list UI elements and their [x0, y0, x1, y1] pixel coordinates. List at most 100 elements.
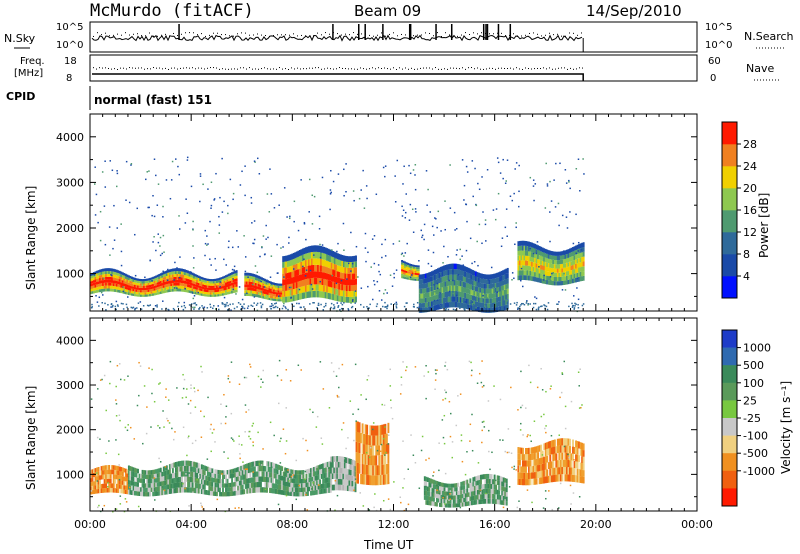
power-cell [225, 275, 227, 278]
power-cell [408, 271, 411, 274]
velocity-cell [168, 488, 171, 494]
power-cell [311, 245, 313, 253]
power-cell [355, 261, 357, 268]
power-ground-speckle [382, 305, 384, 308]
power-cell [481, 283, 483, 289]
power-cell [538, 268, 541, 274]
velocity-cell [208, 467, 211, 473]
velocity-cell [96, 467, 98, 472]
power-cell [309, 252, 312, 259]
velocity-cell [170, 483, 173, 489]
cpid-label: CPID [6, 90, 35, 103]
velocity-cell [457, 490, 460, 495]
power-cell [459, 286, 462, 292]
power-cell [141, 290, 144, 293]
velocity-cell [114, 474, 117, 480]
power-cell [138, 287, 141, 291]
power-speckle [163, 251, 165, 253]
power-cell [179, 268, 182, 272]
velocity-cell [285, 490, 288, 496]
power-cell [450, 296, 453, 302]
power-cell [401, 271, 404, 274]
power-speckle [204, 242, 207, 245]
power-cell [446, 280, 449, 287]
power-cell [488, 279, 491, 285]
power-ground-speckle [339, 308, 341, 311]
power-cell [528, 261, 530, 266]
power-speckle [239, 184, 242, 186]
velocity-cell [493, 484, 496, 490]
power-cell [173, 268, 176, 272]
power-cell [341, 266, 344, 273]
power-cell [222, 278, 224, 282]
power-cell [458, 280, 461, 286]
power-cell [97, 286, 100, 290]
power-ytick-label: 3000 [56, 176, 84, 189]
power-speckle [179, 228, 181, 230]
velocity-cell [355, 431, 358, 442]
power-speckle [263, 286, 266, 288]
velocity-cell [249, 477, 252, 483]
power-cell [576, 258, 579, 264]
power-speckle [192, 297, 195, 300]
velocity-cell [102, 474, 105, 480]
power-cell [541, 278, 544, 284]
power-cell [289, 272, 292, 279]
power-cell [253, 293, 256, 297]
power-ground-speckle [557, 303, 559, 305]
power-cell [505, 304, 508, 310]
nave-dot [96, 68, 97, 70]
power-ground-speckle [229, 303, 231, 306]
power-speckle [319, 243, 321, 246]
power-speckle [253, 242, 255, 245]
power-ground-speckle [534, 302, 537, 305]
power-cell [268, 283, 271, 286]
power-ground-speckle [303, 306, 305, 308]
noise-search-dot [557, 33, 558, 35]
power-cell [153, 285, 156, 289]
power-cell [273, 296, 276, 299]
velocity-cell [232, 491, 235, 496]
power-cell [120, 290, 123, 294]
power-speckle [297, 229, 300, 232]
power-speckle [145, 178, 147, 181]
power-cell [99, 269, 102, 273]
power-cell [135, 280, 138, 283]
power-cell [176, 271, 179, 274]
velocity-cell [461, 502, 464, 507]
power-ground-speckle [114, 305, 117, 308]
velocity-cell [246, 473, 249, 479]
power-speckle [300, 179, 302, 181]
velocity-cell [353, 470, 355, 477]
power-cell [470, 289, 473, 295]
power-cell [555, 255, 558, 261]
velocity-cell [135, 477, 138, 483]
velocity-cell [473, 486, 476, 491]
velocity-cell [323, 483, 326, 489]
velocity-cell [168, 484, 171, 489]
velocity-cell [120, 480, 123, 485]
power-cell [301, 261, 304, 268]
power-speckle [408, 219, 411, 221]
power-cell [178, 268, 180, 272]
power-cell [138, 283, 141, 286]
power-cell [323, 285, 326, 292]
power-ground-speckle [237, 302, 240, 304]
power-cell [260, 279, 263, 283]
velocity-cell [443, 503, 446, 508]
velocity-cell [235, 467, 238, 473]
velocity-cell [152, 469, 155, 475]
velocity-cell [200, 464, 203, 470]
power-ground-speckle [172, 307, 175, 310]
power-cell [407, 264, 410, 268]
velocity-cell [334, 484, 337, 491]
velocity-cell [297, 492, 300, 497]
power-cell [150, 282, 153, 285]
velocity-cell [492, 484, 495, 490]
power-cell [93, 280, 95, 283]
power-cell [161, 290, 164, 294]
velocity-cell [351, 475, 354, 482]
power-cell [416, 269, 419, 272]
power-cell [537, 245, 540, 250]
power-speckle [207, 243, 209, 245]
